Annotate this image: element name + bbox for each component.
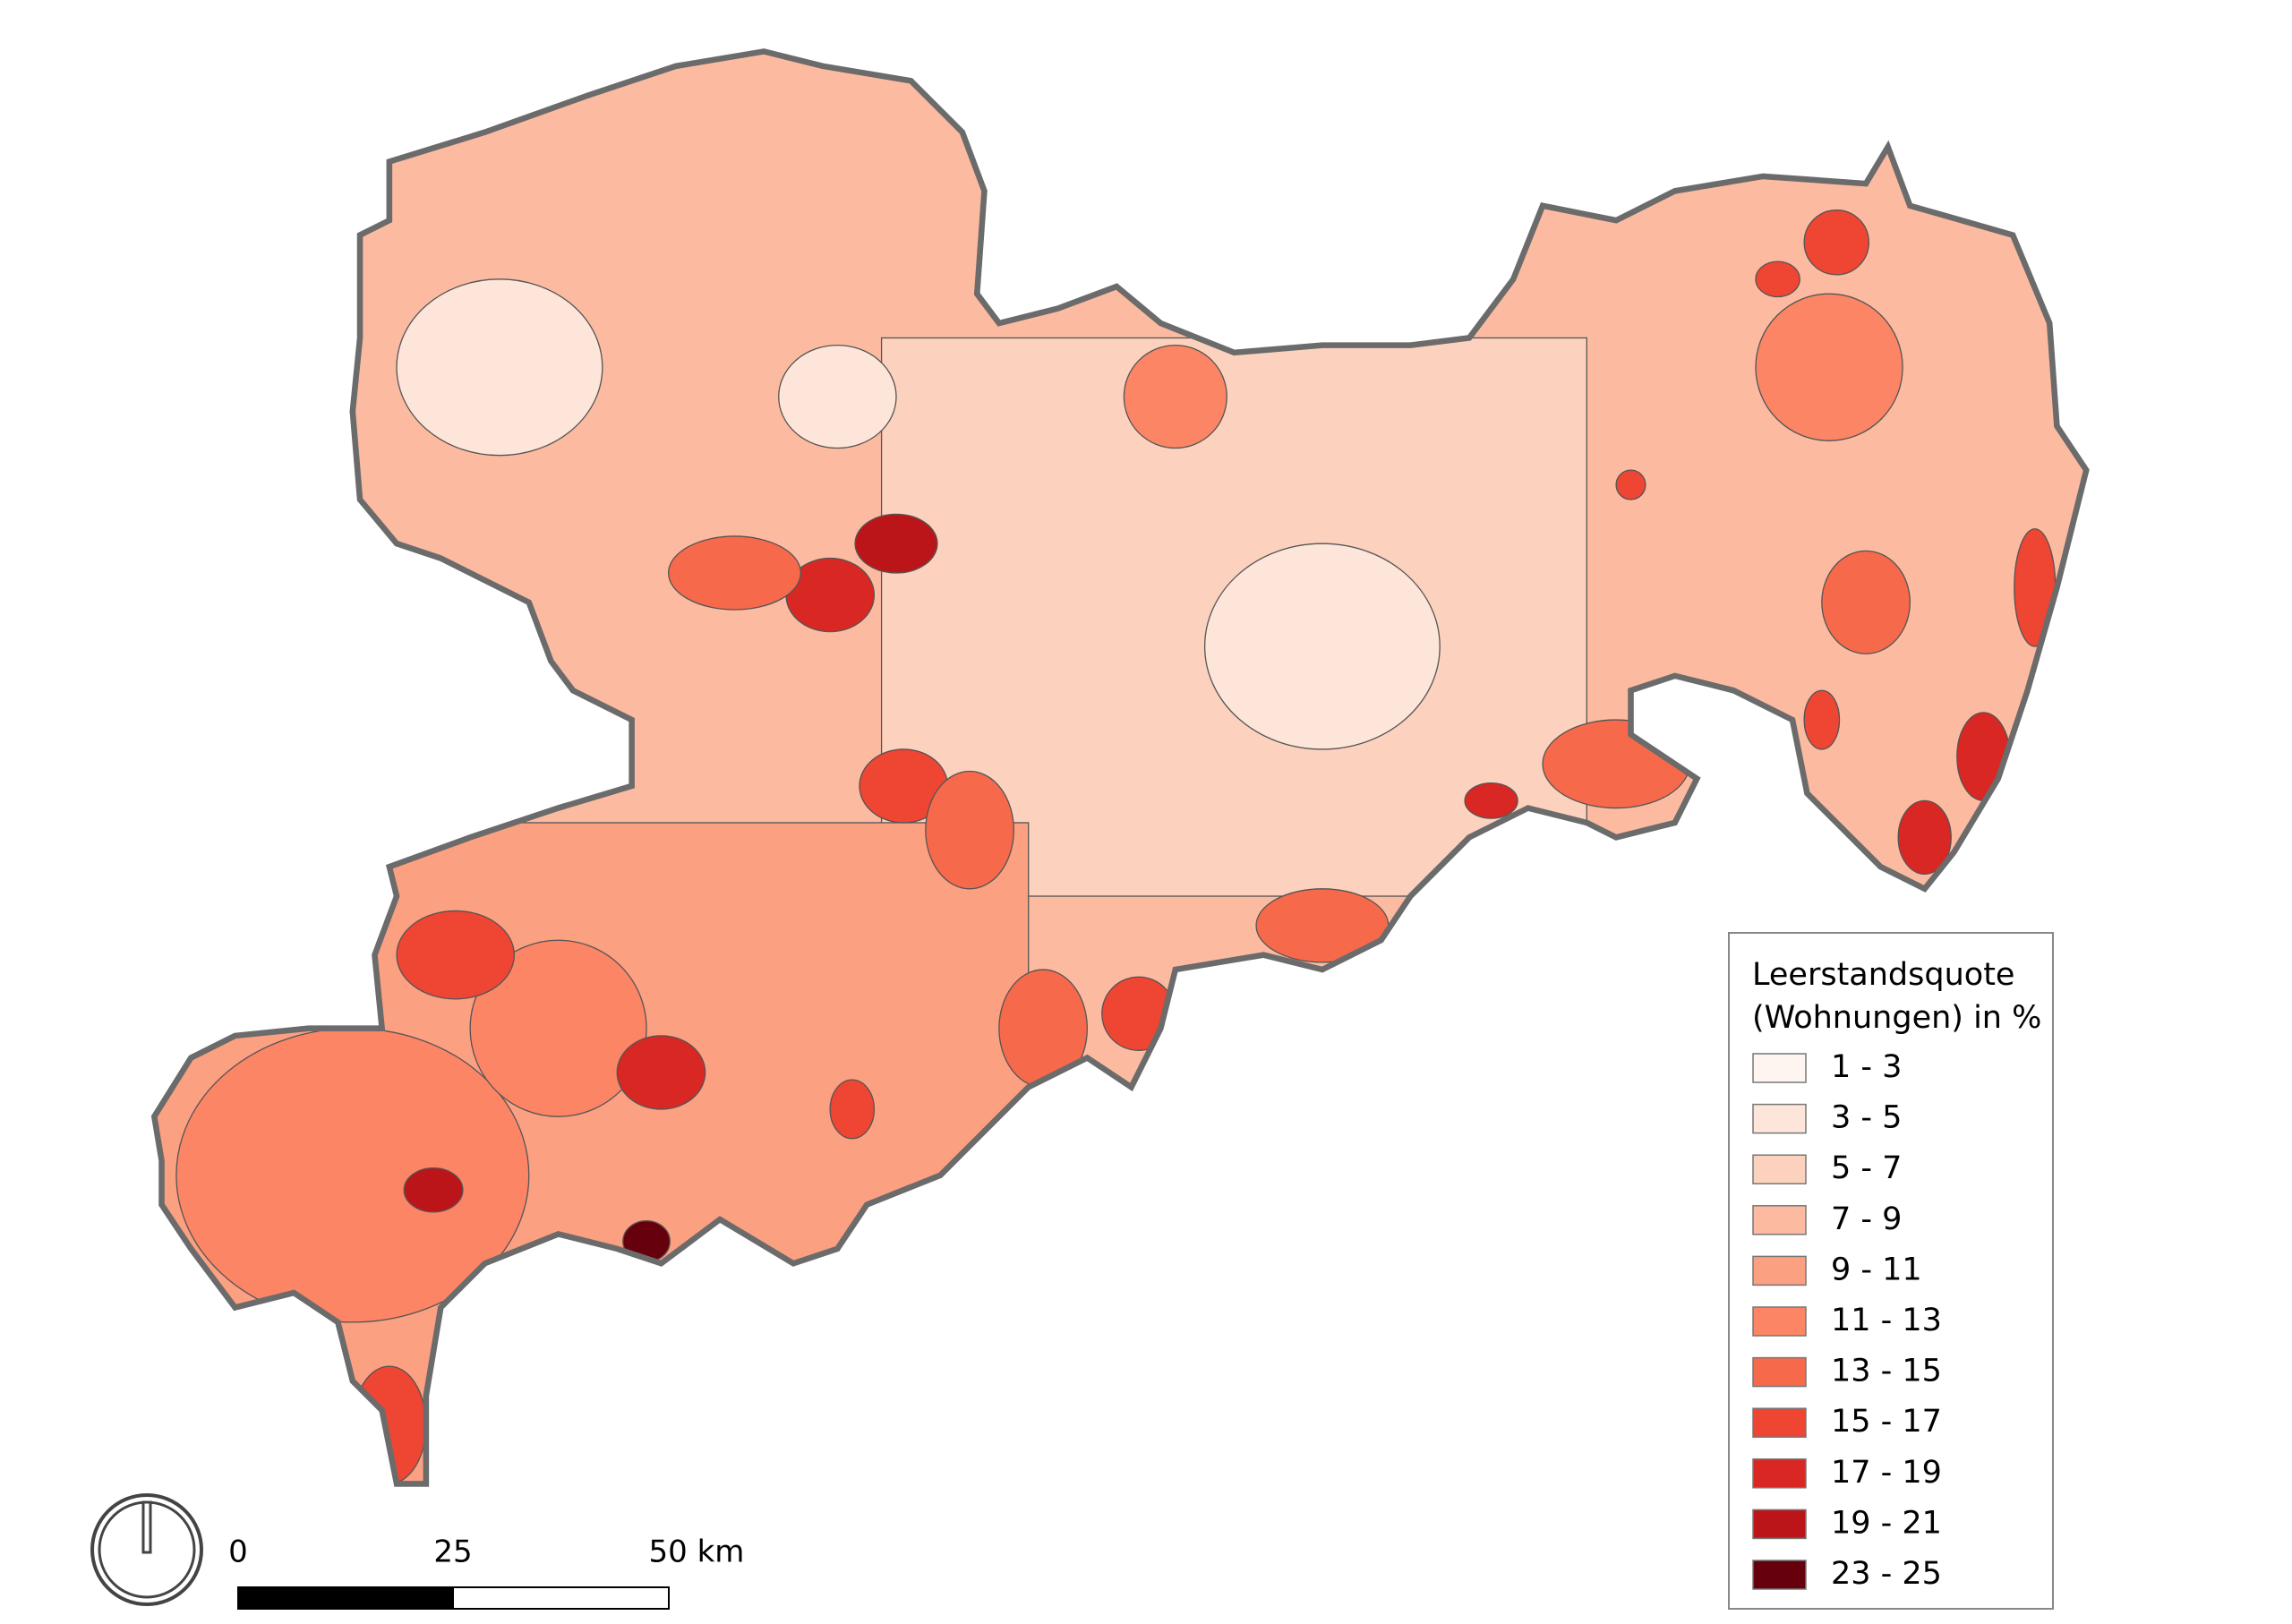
scale-segment <box>237 1586 454 1610</box>
region <box>1255 888 1390 963</box>
region <box>2014 528 2057 647</box>
legend-swatch <box>1752 1407 1807 1438</box>
scale-label: 25 <box>433 1534 472 1570</box>
legend-swatch <box>1752 1509 1807 1540</box>
region <box>1755 293 1903 441</box>
legend-swatch <box>1752 1306 1807 1337</box>
legend-label: 11 - 13 <box>1831 1303 1942 1338</box>
legend-title: (Wohnungen) in % <box>1752 1000 2041 1036</box>
scale-label: 0 <box>228 1534 248 1570</box>
legend-label: 17 - 19 <box>1831 1455 1942 1491</box>
scale-bar: 0 25 50 km <box>228 1534 744 1610</box>
region <box>1803 209 1870 276</box>
region <box>1123 344 1227 449</box>
region <box>854 513 938 574</box>
legend-swatch <box>1752 1103 1807 1134</box>
region <box>352 1365 427 1484</box>
legend-label: 7 - 9 <box>1831 1201 1902 1237</box>
legend-label: 9 - 11 <box>1831 1252 1922 1287</box>
legend-swatch <box>1752 1053 1807 1083</box>
region <box>1755 261 1800 298</box>
legend: Leerstandsquote (Wohnungen) in % 1 - 3 3 - … <box>1728 932 2054 1610</box>
legend-swatch <box>1752 1205 1807 1235</box>
region <box>1897 799 1952 876</box>
legend-swatch <box>1752 1154 1807 1184</box>
legend-swatch <box>1752 1458 1807 1489</box>
scale-segment <box>452 1586 670 1610</box>
region <box>1615 469 1646 500</box>
region <box>667 535 802 611</box>
region <box>403 1167 464 1213</box>
north-arrow-needle <box>141 1500 152 1554</box>
region <box>829 1079 876 1140</box>
legend-swatch <box>1752 1356 1807 1388</box>
region <box>616 1035 706 1110</box>
region <box>1956 712 2011 802</box>
legend-label: 1 - 3 <box>1831 1049 1902 1085</box>
north-arrow <box>90 1493 203 1606</box>
legend-swatch <box>1752 1255 1807 1286</box>
region <box>998 969 1088 1088</box>
region <box>1542 719 1690 809</box>
region <box>1203 543 1441 750</box>
region <box>925 770 1014 890</box>
legend-label: 13 - 15 <box>1831 1354 1942 1389</box>
region <box>175 1028 530 1323</box>
region <box>396 910 516 1000</box>
region <box>396 278 603 457</box>
legend-swatch <box>1752 1560 1807 1590</box>
legend-label: 3 - 5 <box>1831 1100 1902 1136</box>
legend-title: Leerstandsquote <box>1752 957 2014 993</box>
region <box>1803 689 1841 750</box>
legend-label: 19 - 21 <box>1831 1505 1942 1541</box>
region <box>778 344 897 449</box>
legend-label: 15 - 17 <box>1831 1404 1942 1440</box>
region <box>1821 550 1911 654</box>
scale-label: 50 km <box>649 1534 745 1570</box>
legend-label: 23 - 25 <box>1831 1556 1942 1592</box>
legend-label: 5 - 7 <box>1831 1150 1902 1186</box>
region <box>469 939 647 1117</box>
region <box>1464 782 1518 819</box>
